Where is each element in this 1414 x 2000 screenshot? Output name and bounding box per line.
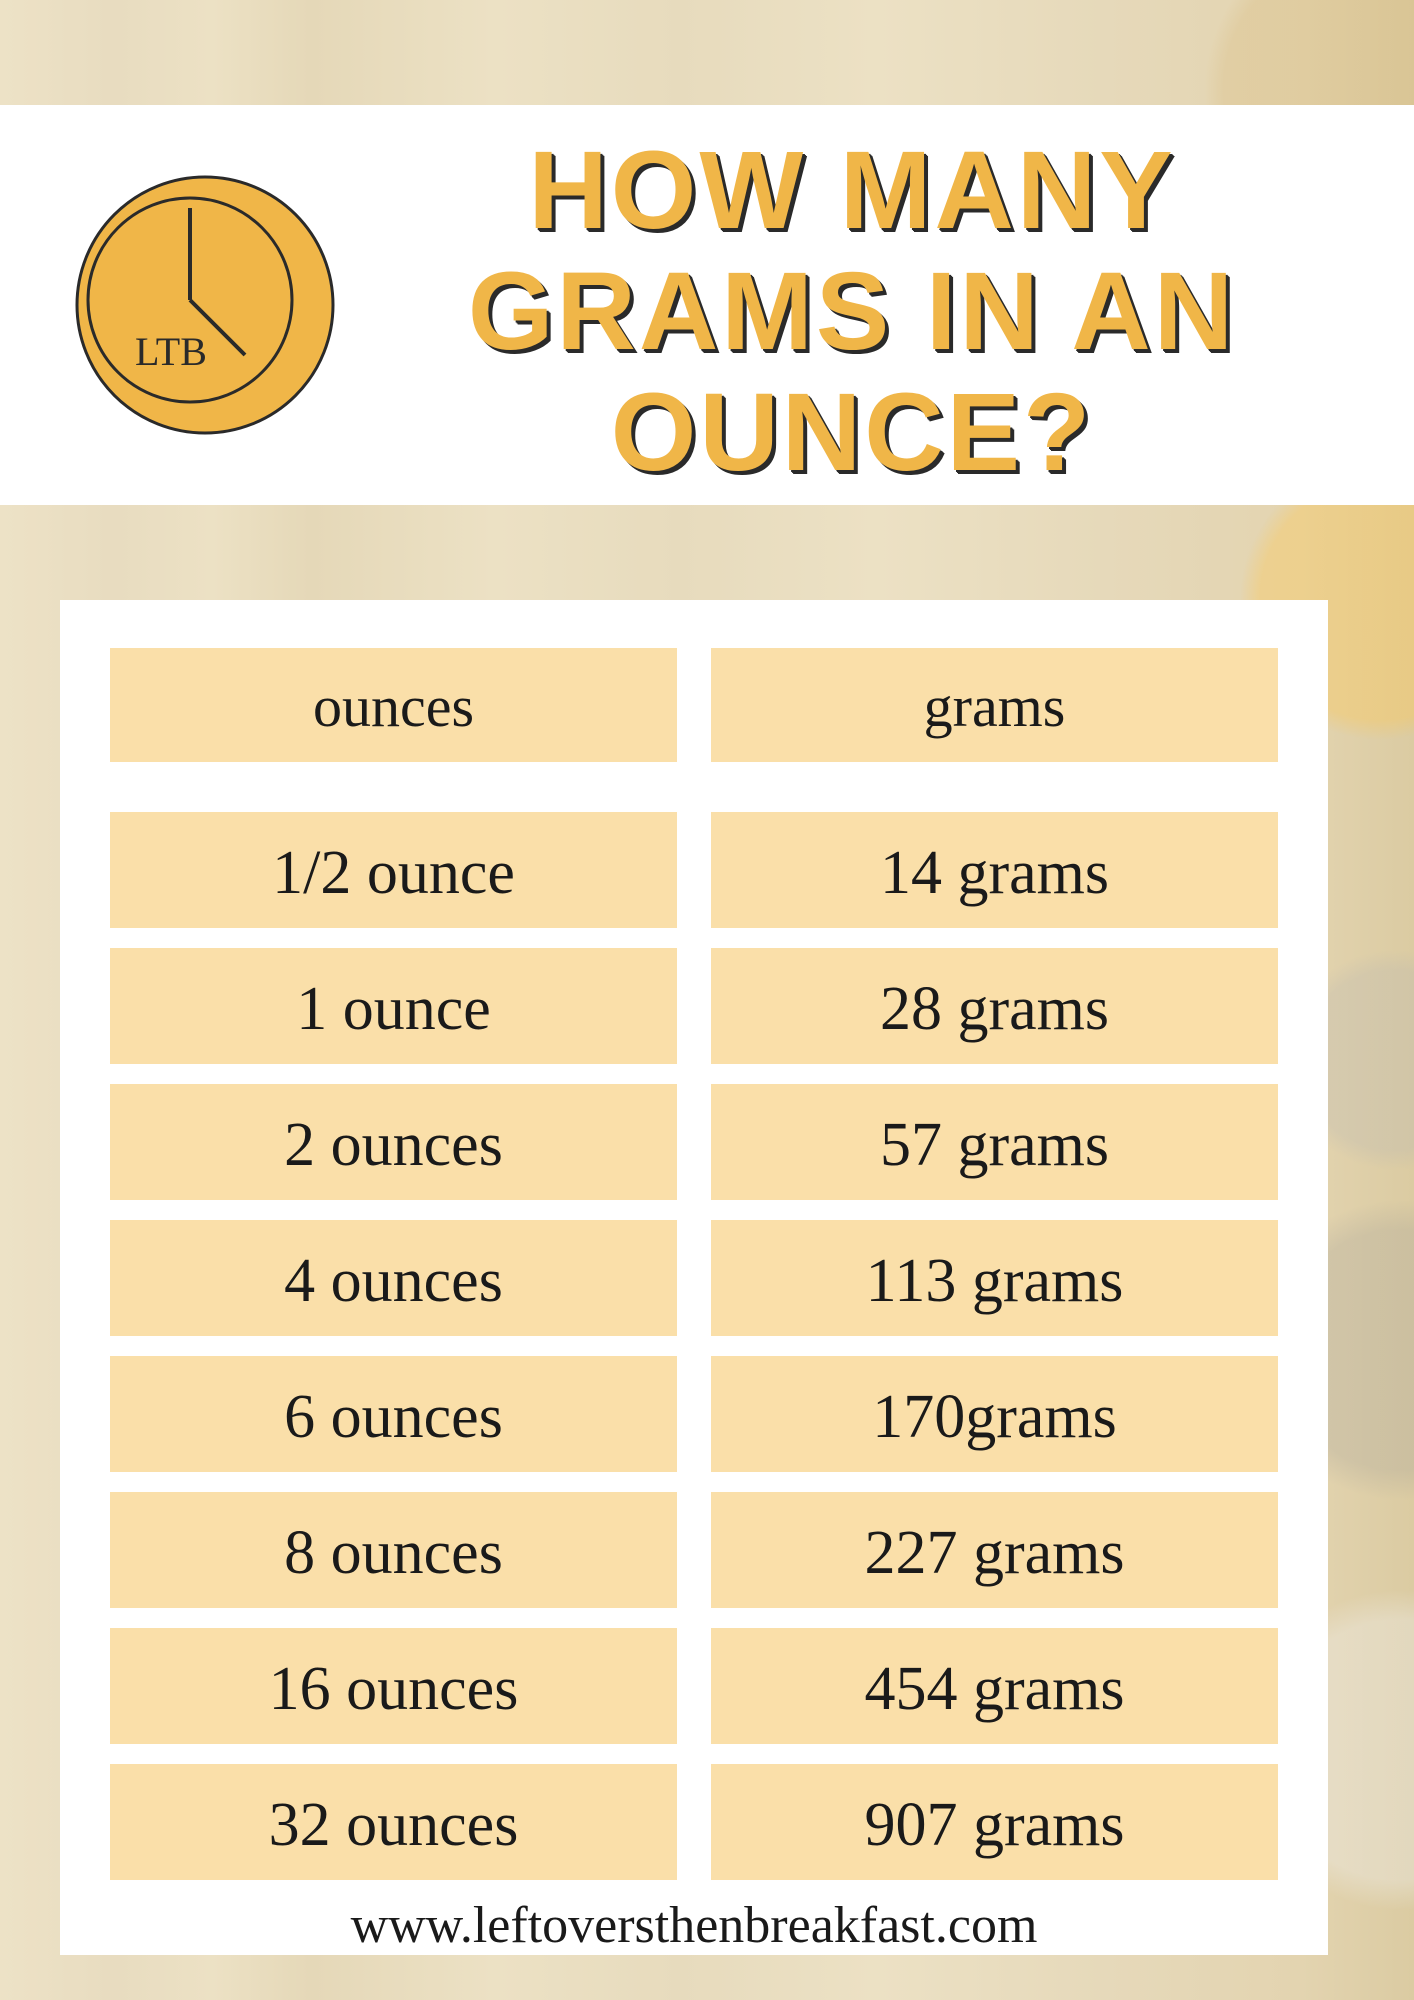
conversion-table: ounces grams 1/2 ounce 14 grams 1 ounce … <box>110 648 1278 1880</box>
conversion-table-card: ounces grams 1/2 ounce 14 grams 1 ounce … <box>60 600 1328 1955</box>
table-cell: 28 grams <box>711 948 1278 1064</box>
table-cell: 227 grams <box>711 1492 1278 1608</box>
table-cell: 170grams <box>711 1356 1278 1472</box>
table-cell: 4 ounces <box>110 1220 677 1336</box>
footer-url: www.leftoversthenbreakfast.com <box>110 1880 1278 1955</box>
column-header-grams: grams <box>711 648 1278 762</box>
clock-icon: LTB <box>70 170 340 440</box>
table-cell: 2 ounces <box>110 1084 677 1200</box>
page-title: HOW MANY GRAMS IN AN OUNCE? <box>360 130 1344 493</box>
table-cell: 113 grams <box>711 1220 1278 1336</box>
table-cell: 8 ounces <box>110 1492 677 1608</box>
table-cell: 32 ounces <box>110 1764 677 1880</box>
logo-text: LTB <box>135 329 207 374</box>
table-cell: 14 grams <box>711 812 1278 928</box>
ltb-logo: LTB <box>70 170 340 440</box>
table-cell: 57 grams <box>711 1084 1278 1200</box>
table-cell: 1 ounce <box>110 948 677 1064</box>
table-cell: 907 grams <box>711 1764 1278 1880</box>
table-cell: 1/2 ounce <box>110 812 677 928</box>
table-cell: 6 ounces <box>110 1356 677 1472</box>
table-cell: 16 ounces <box>110 1628 677 1744</box>
table-cell: 454 grams <box>711 1628 1278 1744</box>
column-header-ounces: ounces <box>110 648 677 762</box>
